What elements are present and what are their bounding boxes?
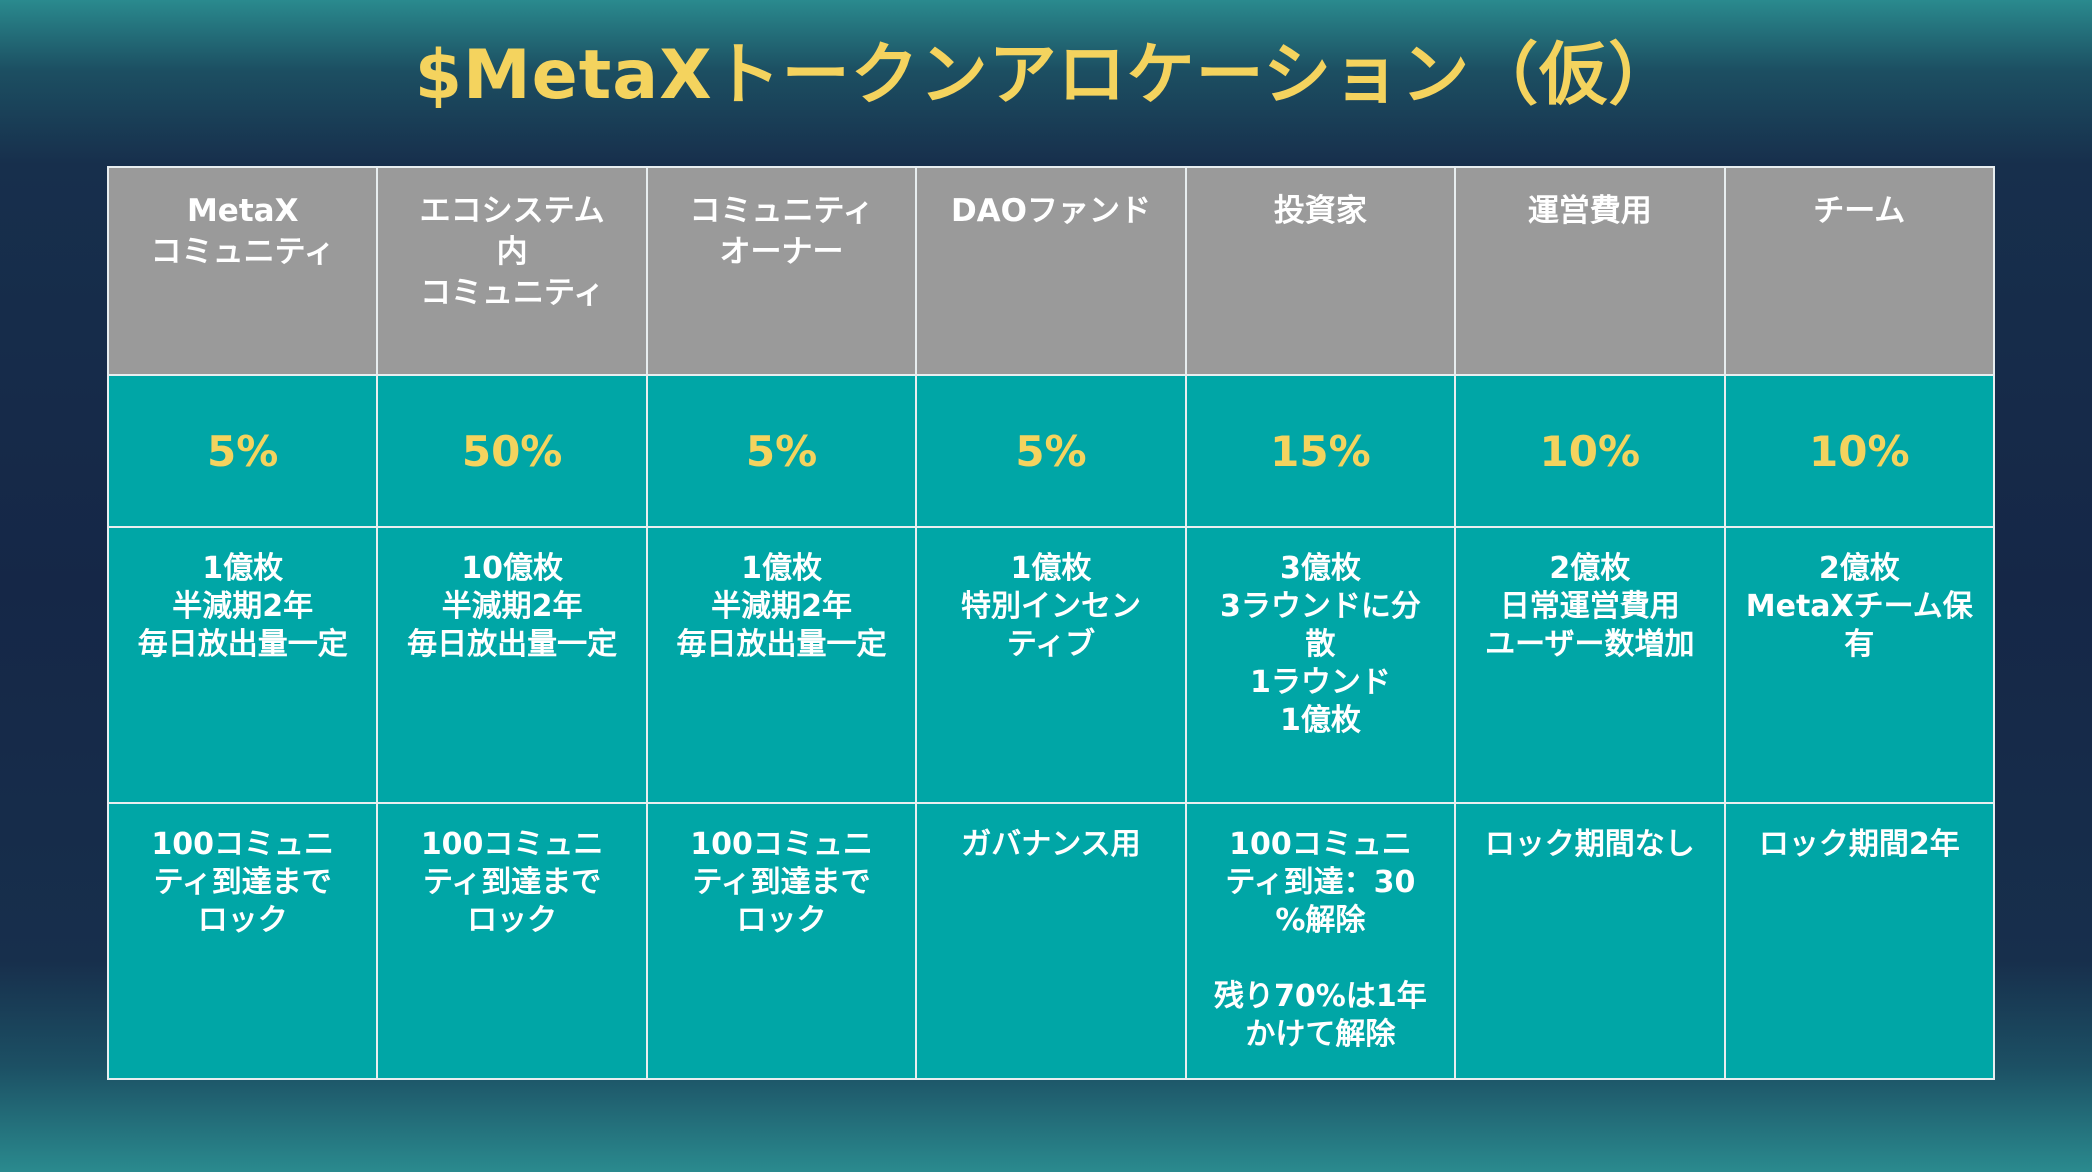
lock-condition: 100コミュニ ティ到達：30 %解除 残り70%は1年 かけて解除 [1184, 802, 1457, 1080]
lock-condition: ロック期間2年 [1723, 802, 1996, 1080]
lock-condition: ロック期間なし [1454, 802, 1726, 1080]
allocation-detail: 1億枚 半減期2年 毎日放出量一定 [645, 526, 918, 804]
lock-row: 100コミュニ ティ到達まで ロック 100コミュニ ティ到達まで ロック 10… [106, 802, 1996, 1080]
percent-row: 5% 50% 5% 5% 15% 10% 10% [106, 374, 1996, 528]
allocation-percent: 10% [1723, 374, 1996, 528]
lock-condition: 100コミュニ ティ到達まで ロック [106, 802, 379, 1080]
allocation-detail: 1億枚 半減期2年 毎日放出量一定 [106, 526, 379, 804]
column-header: DAOファンド [915, 166, 1187, 376]
allocation-detail: 3億枚 3ラウンドに分 散 1ラウンド 1億枚 [1184, 526, 1457, 804]
allocation-percent: 10% [1454, 374, 1726, 528]
slide-title: $MetaXトークンアロケーション（仮） [414, 36, 1678, 115]
allocation-percent: 5% [106, 374, 379, 528]
allocation-detail: 1億枚 特別インセン ティブ [915, 526, 1187, 804]
lock-condition: 100コミュニ ティ到達まで ロック [376, 802, 648, 1080]
column-header: 投資家 [1184, 166, 1457, 376]
allocation-percent: 50% [376, 374, 648, 528]
allocation-table: MetaX コミュニティ エコシステム 内 コミュニティ コミュニティ オーナー… [106, 166, 1996, 1080]
column-header: コミュニティ オーナー [645, 166, 918, 376]
allocation-percent: 5% [915, 374, 1187, 528]
allocation-detail: 2億枚 MetaXチーム保 有 [1723, 526, 1996, 804]
column-header: 運営費用 [1454, 166, 1726, 376]
lock-condition: 100コミュニ ティ到達まで ロック [645, 802, 918, 1080]
allocation-detail: 2億枚 日常運営費用 ユーザー数増加 [1454, 526, 1726, 804]
table-header-row: MetaX コミュニティ エコシステム 内 コミュニティ コミュニティ オーナー… [106, 166, 1996, 376]
allocation-detail: 10億枚 半減期2年 毎日放出量一定 [376, 526, 648, 804]
allocation-percent: 15% [1184, 374, 1457, 528]
lock-condition: ガバナンス用 [915, 802, 1187, 1080]
allocation-percent: 5% [645, 374, 918, 528]
column-header: エコシステム 内 コミュニティ [376, 166, 648, 376]
column-header: MetaX コミュニティ [106, 166, 379, 376]
detail-row: 1億枚 半減期2年 毎日放出量一定 10億枚 半減期2年 毎日放出量一定 1億枚… [106, 526, 1996, 804]
column-header: チーム [1723, 166, 1996, 376]
